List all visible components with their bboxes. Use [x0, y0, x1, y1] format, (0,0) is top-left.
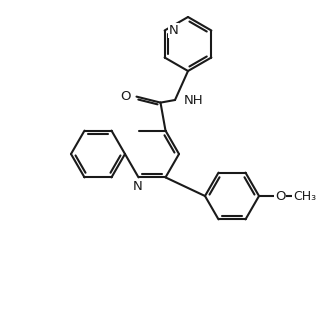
Text: N: N — [169, 24, 178, 37]
Text: N: N — [132, 180, 142, 194]
Text: NH: NH — [184, 94, 204, 108]
Text: CH₃: CH₃ — [293, 190, 316, 202]
Text: O: O — [120, 90, 131, 103]
Text: O: O — [275, 190, 285, 202]
